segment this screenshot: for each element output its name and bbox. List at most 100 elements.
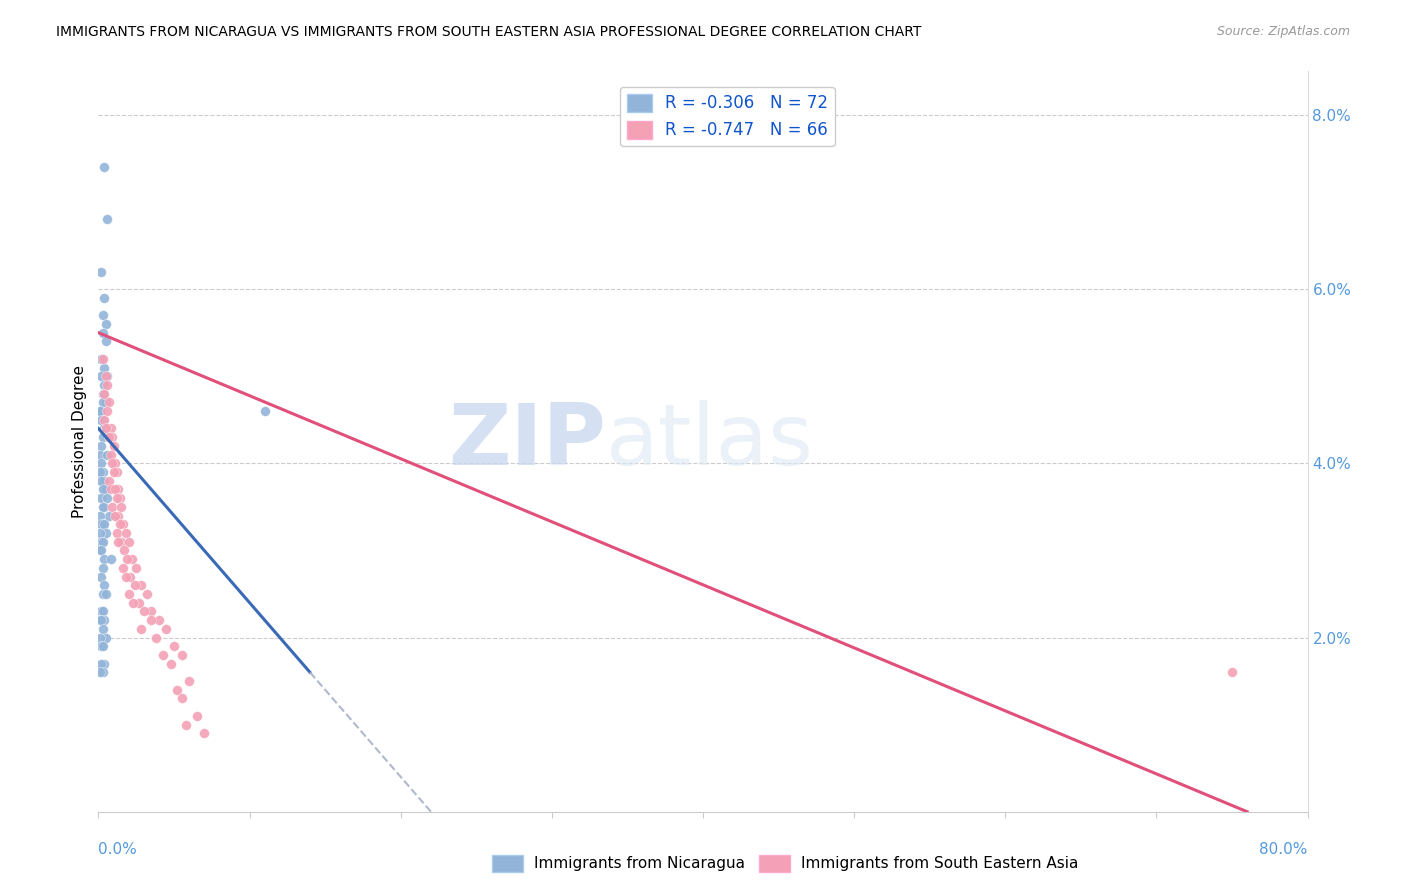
- Point: [111, 517, 134, 532]
- Point: [90, 456, 112, 470]
- Point: [91, 395, 114, 409]
- Point: [90, 543, 112, 558]
- Point: [170, 691, 193, 706]
- Point: [160, 657, 183, 671]
- Point: [93, 160, 115, 174]
- Point: [90, 657, 112, 671]
- Point: [91, 665, 114, 680]
- Point: [91, 430, 114, 444]
- Point: [107, 483, 129, 497]
- Point: [125, 561, 148, 575]
- Point: [152, 648, 174, 662]
- Point: [107, 534, 129, 549]
- Point: [124, 578, 146, 592]
- Point: [94, 334, 117, 349]
- Point: [91, 587, 114, 601]
- Point: [93, 291, 115, 305]
- Point: [155, 622, 177, 636]
- Point: [90, 265, 112, 279]
- Point: [129, 622, 152, 636]
- Legend: R = -0.306   N = 72, R = -0.747   N = 66: R = -0.306 N = 72, R = -0.747 N = 66: [620, 87, 835, 146]
- Point: [90, 474, 112, 488]
- Point: [90, 604, 112, 618]
- Point: [166, 682, 188, 697]
- Point: [89, 613, 111, 627]
- Point: [91, 517, 114, 532]
- Point: [101, 500, 124, 514]
- Text: ZIP: ZIP: [449, 400, 606, 483]
- Point: [101, 430, 124, 444]
- Point: [93, 500, 115, 514]
- Point: [193, 726, 215, 740]
- Point: [98, 508, 121, 523]
- Point: [132, 604, 155, 618]
- Point: [91, 483, 114, 497]
- Point: [129, 578, 152, 592]
- Point: [93, 474, 115, 488]
- Point: [96, 212, 118, 227]
- Point: [93, 378, 115, 392]
- Point: [91, 465, 114, 479]
- Point: [94, 587, 117, 601]
- Point: [104, 456, 127, 470]
- Point: [90, 351, 112, 366]
- Point: [89, 404, 111, 418]
- Point: [108, 517, 131, 532]
- Point: [148, 613, 170, 627]
- Point: [174, 717, 197, 731]
- Point: [89, 543, 111, 558]
- Point: [115, 552, 138, 566]
- Point: [141, 613, 163, 627]
- Point: [89, 631, 111, 645]
- Point: [89, 526, 111, 541]
- Point: [91, 413, 114, 427]
- Point: [90, 569, 112, 583]
- Point: [122, 596, 145, 610]
- Point: [114, 526, 136, 541]
- Point: [94, 395, 117, 409]
- Point: [186, 709, 208, 723]
- Point: [89, 465, 111, 479]
- Point: [91, 308, 114, 322]
- Point: [100, 552, 122, 566]
- Point: [93, 613, 115, 627]
- Point: [104, 483, 127, 497]
- Y-axis label: Professional Degree: Professional Degree: [72, 365, 87, 518]
- Point: [94, 369, 117, 384]
- Point: [135, 587, 157, 601]
- Point: [89, 665, 111, 680]
- Point: [96, 369, 118, 384]
- Text: 0.0%: 0.0%: [98, 842, 138, 857]
- Point: [98, 395, 121, 409]
- Point: [93, 386, 115, 401]
- Point: [105, 491, 128, 505]
- Text: Immigrants from South Eastern Asia: Immigrants from South Eastern Asia: [801, 856, 1078, 871]
- Point: [94, 483, 117, 497]
- Point: [105, 526, 128, 541]
- Point: [90, 404, 112, 418]
- Point: [94, 421, 117, 435]
- Point: [120, 569, 142, 583]
- Point: [89, 508, 111, 523]
- Point: [90, 639, 112, 653]
- Point: [163, 639, 186, 653]
- Point: [91, 500, 114, 514]
- Text: atlas: atlas: [606, 400, 814, 483]
- Point: [105, 465, 128, 479]
- Point: [111, 561, 134, 575]
- Point: [253, 404, 276, 418]
- Point: [89, 448, 111, 462]
- Point: [98, 430, 121, 444]
- Point: [118, 534, 141, 549]
- Point: [96, 491, 118, 505]
- Point: [96, 378, 118, 392]
- Point: [100, 421, 122, 435]
- Point: [96, 404, 118, 418]
- Point: [93, 413, 115, 427]
- Point: [90, 439, 112, 453]
- Point: [94, 317, 117, 331]
- Point: [145, 631, 167, 645]
- Point: [1220, 665, 1243, 680]
- Point: [91, 351, 114, 366]
- Point: [93, 552, 115, 566]
